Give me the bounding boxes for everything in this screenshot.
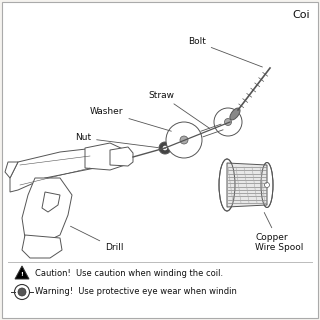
Text: Coi: Coi bbox=[292, 10, 310, 20]
Polygon shape bbox=[15, 266, 29, 279]
Ellipse shape bbox=[261, 163, 273, 207]
Text: Nut: Nut bbox=[75, 133, 158, 148]
Polygon shape bbox=[22, 178, 72, 242]
Circle shape bbox=[214, 108, 242, 136]
Circle shape bbox=[159, 142, 171, 154]
Ellipse shape bbox=[219, 159, 235, 211]
Circle shape bbox=[14, 284, 29, 300]
Polygon shape bbox=[85, 143, 125, 170]
Text: Caution!  Use caution when winding the coil.: Caution! Use caution when winding the co… bbox=[35, 269, 223, 278]
Text: Warning!  Use protective eye wear when windin: Warning! Use protective eye wear when wi… bbox=[35, 287, 237, 297]
Polygon shape bbox=[10, 148, 115, 192]
Polygon shape bbox=[22, 235, 62, 258]
Polygon shape bbox=[42, 192, 60, 212]
Text: Bolt: Bolt bbox=[188, 37, 262, 67]
Text: !: ! bbox=[20, 273, 23, 277]
Text: Washer: Washer bbox=[90, 108, 171, 131]
Ellipse shape bbox=[265, 182, 269, 188]
Text: Copper
Wire Spool: Copper Wire Spool bbox=[255, 212, 303, 252]
Circle shape bbox=[166, 122, 202, 158]
Circle shape bbox=[163, 146, 167, 150]
Circle shape bbox=[18, 288, 26, 296]
Polygon shape bbox=[110, 147, 133, 166]
Polygon shape bbox=[5, 162, 18, 178]
Circle shape bbox=[180, 136, 188, 144]
Text: Drill: Drill bbox=[70, 226, 124, 252]
Text: Straw: Straw bbox=[148, 91, 210, 128]
Polygon shape bbox=[227, 163, 267, 207]
Circle shape bbox=[225, 118, 231, 125]
Ellipse shape bbox=[230, 108, 240, 120]
